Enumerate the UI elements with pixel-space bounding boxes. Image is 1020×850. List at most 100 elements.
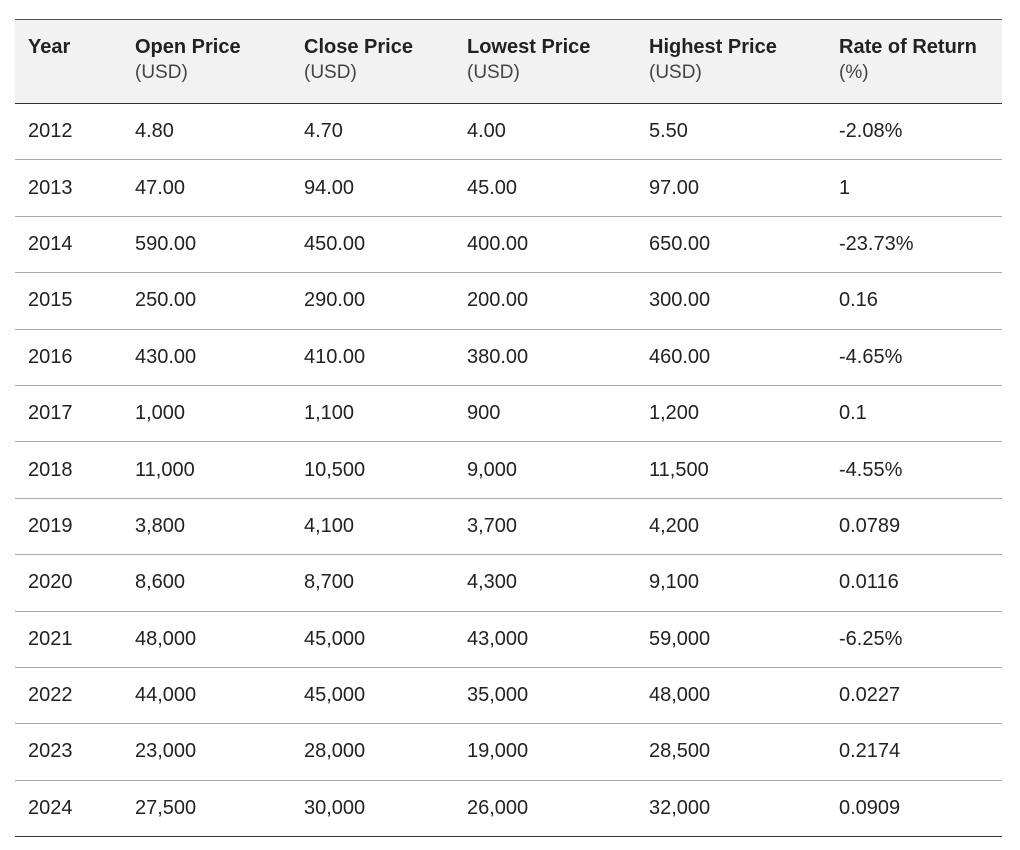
header-cell: Rate of Return (%) — [826, 20, 1002, 104]
table-cell: 0.1 — [826, 385, 1002, 443]
table-cell: 43,000 — [454, 611, 636, 668]
table-cell: 650.00 — [636, 216, 826, 274]
table-cell: -23.73% — [826, 216, 1002, 274]
table-cell: 2018 — [15, 441, 122, 499]
table-cell: 5.50 — [636, 103, 826, 161]
table-cell: 0.0227 — [826, 667, 1002, 725]
header-unit: (USD) — [304, 62, 357, 83]
table-cell: 4,100 — [291, 498, 454, 556]
table-cell: 48,000 — [122, 611, 291, 668]
table-row: 2016 430.00 410.00 380.00 460.00 -4.65% — [15, 329, 1002, 386]
table-row: 2024 27,500 30,000 26,000 32,000 0.0909 — [15, 780, 1002, 838]
table-row: 2018 11,000 10,500 9,000 11,500 -4.55% — [15, 441, 1002, 499]
table-cell: 45.00 — [454, 159, 636, 217]
table-cell: 4.00 — [454, 103, 636, 161]
table-cell: 45,000 — [291, 667, 454, 725]
table-cell: 59,000 — [636, 611, 826, 668]
table-cell: 19,000 — [454, 723, 636, 781]
table-cell: 0.0116 — [826, 554, 1002, 612]
table-cell: 410.00 — [291, 329, 454, 386]
table-cell: 2013 — [15, 159, 122, 217]
header-cell: Highest Price (USD) — [636, 20, 826, 104]
header-title: Close Price — [304, 36, 413, 58]
table-cell: 3,700 — [454, 498, 636, 556]
table-cell: 28,000 — [291, 723, 454, 781]
table-cell: 2020 — [15, 554, 122, 612]
table-cell: 2022 — [15, 667, 122, 725]
header-title: Open Price — [135, 36, 241, 58]
table-cell: 28,500 — [636, 723, 826, 781]
table-cell: 380.00 — [454, 329, 636, 386]
table-row: 2013 47.00 94.00 45.00 97.00 1 — [15, 159, 1002, 217]
table-cell: 4.70 — [291, 103, 454, 161]
table-cell: 23,000 — [122, 723, 291, 781]
table-cell: 2024 — [15, 780, 122, 838]
table-cell: 0.2174 — [826, 723, 1002, 781]
header-title: Lowest Price — [467, 36, 591, 58]
table-cell: 1,200 — [636, 385, 826, 443]
table-cell: 2023 — [15, 723, 122, 781]
header-cell: Open Price (USD) — [122, 20, 291, 104]
table-row: 2017 1,000 1,100 900 1,200 0.1 — [15, 385, 1002, 443]
table-row: 2012 4.80 4.70 4.00 5.50 -2.08% — [15, 103, 1002, 161]
table-cell: 44,000 — [122, 667, 291, 725]
table-cell: 1 — [826, 159, 1002, 217]
table-cell: 47.00 — [122, 159, 291, 217]
table-cell: 10,500 — [291, 441, 454, 499]
table-cell: 2012 — [15, 103, 122, 161]
table-cell: 97.00 — [636, 159, 826, 217]
table-cell: 1,100 — [291, 385, 454, 443]
table-row: 2021 48,000 45,000 43,000 59,000 -6.25% — [15, 611, 1002, 668]
table-cell: 450.00 — [291, 216, 454, 274]
table-cell: 430.00 — [122, 329, 291, 386]
header-unit: (%) — [839, 62, 869, 83]
table-cell: 2021 — [15, 611, 122, 668]
table-cell: 900 — [454, 385, 636, 443]
table-cell: 2019 — [15, 498, 122, 556]
table-cell: 27,500 — [122, 780, 291, 838]
header-cell: Close Price (USD) — [291, 20, 454, 104]
header-unit: (USD) — [467, 62, 520, 83]
table-cell: 590.00 — [122, 216, 291, 274]
table-cell: 1,000 — [122, 385, 291, 443]
header-unit: (USD) — [649, 62, 702, 83]
table-cell: -4.65% — [826, 329, 1002, 386]
table-cell: 35,000 — [454, 667, 636, 725]
table-cell: 290.00 — [291, 272, 454, 330]
table-cell: 45,000 — [291, 611, 454, 668]
table-cell: 2017 — [15, 385, 122, 443]
header-cell: Year — [15, 20, 122, 104]
header-title: Year — [28, 36, 71, 58]
table-cell: -6.25% — [826, 611, 1002, 668]
table-cell: 250.00 — [122, 272, 291, 330]
table-row: 2023 23,000 28,000 19,000 28,500 0.2174 — [15, 723, 1002, 781]
header-cell: Lowest Price (USD) — [454, 20, 636, 104]
table-cell: 4.80 — [122, 103, 291, 161]
table-cell: 2014 — [15, 216, 122, 274]
header-title: Rate of Return — [839, 36, 977, 58]
header-unit: (USD) — [135, 62, 188, 83]
table-cell: 400.00 — [454, 216, 636, 274]
table-cell: -2.08% — [826, 103, 1002, 161]
header-title: Highest Price — [649, 36, 777, 58]
table-row: 2015 250.00 290.00 200.00 300.00 0.16 — [15, 272, 1002, 330]
table-cell: 4,200 — [636, 498, 826, 556]
table-cell: 8,700 — [291, 554, 454, 612]
table-cell: 4,300 — [454, 554, 636, 612]
table-cell: -4.55% — [826, 441, 1002, 499]
table-cell: 11,500 — [636, 441, 826, 499]
table-row: 2022 44,000 45,000 35,000 48,000 0.0227 — [15, 667, 1002, 725]
table-cell: 300.00 — [636, 272, 826, 330]
table-cell: 2015 — [15, 272, 122, 330]
table-cell: 11,000 — [122, 441, 291, 499]
table-row: 2019 3,800 4,100 3,700 4,200 0.0789 — [15, 498, 1002, 556]
table-cell: 2016 — [15, 329, 122, 386]
table-row: 2014 590.00 450.00 400.00 650.00 -23.73% — [15, 216, 1002, 274]
table-cell: 26,000 — [454, 780, 636, 838]
table-cell: 9,100 — [636, 554, 826, 612]
table-cell: 0.16 — [826, 272, 1002, 330]
table-cell: 200.00 — [454, 272, 636, 330]
table-cell: 30,000 — [291, 780, 454, 838]
table-cell: 0.0909 — [826, 780, 1002, 838]
